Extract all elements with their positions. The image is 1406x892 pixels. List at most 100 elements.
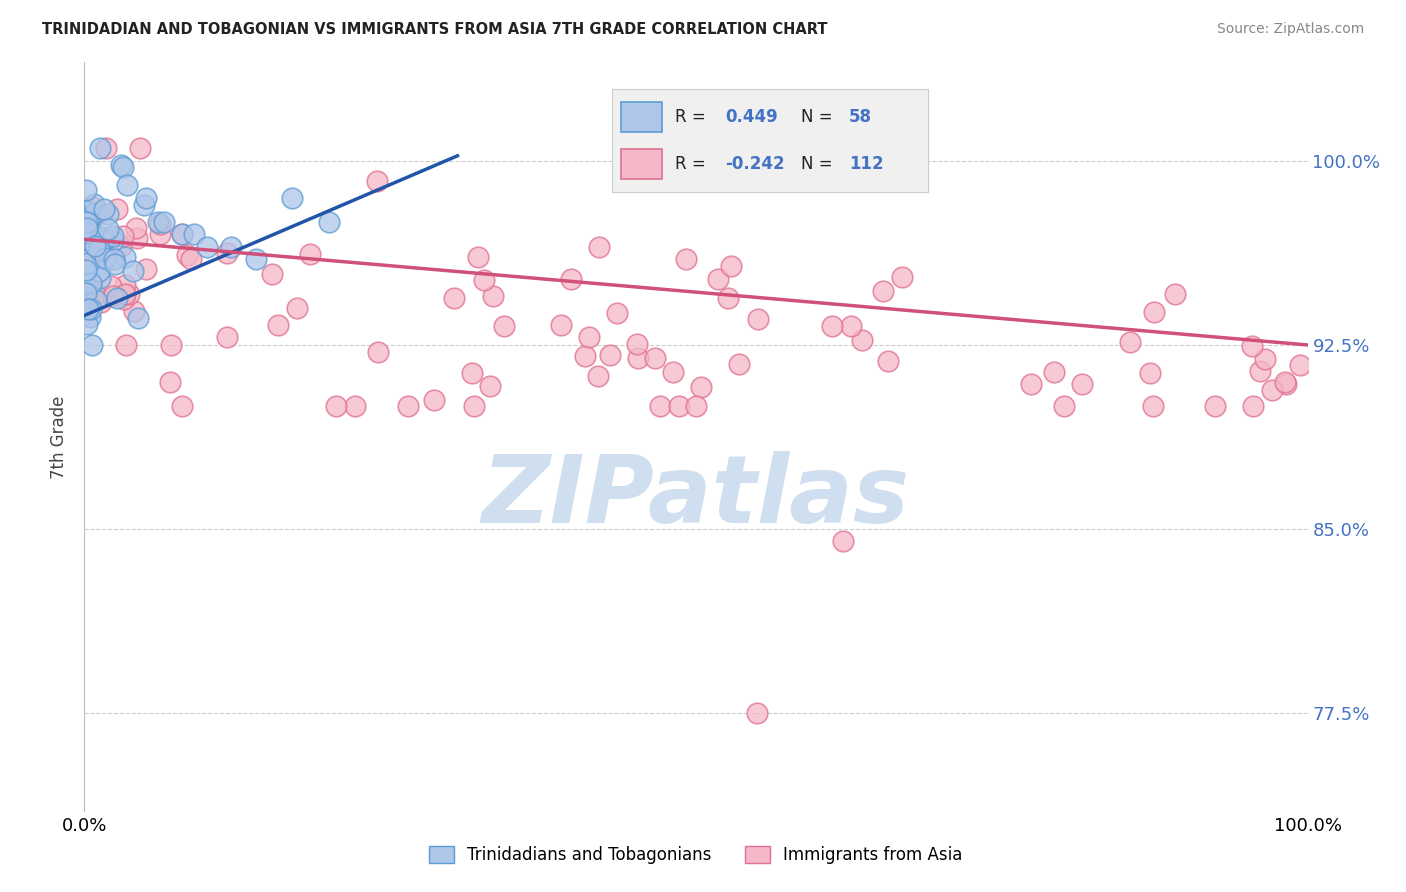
Point [367,344,389,359]
Point [170,227,193,242]
Point [75,277,97,292]
Text: 112: 112 [849,155,883,173]
Point [90,230,112,244]
Point [262,268,284,282]
Point [101,229,124,244]
Point [1249,364,1271,378]
Point [82,338,104,352]
Point [115,338,138,352]
Point [344,400,367,414]
Point [675,252,697,266]
Text: N =: N = [801,108,832,126]
Point [153,215,176,229]
Point [110,158,132,172]
Point [75,262,97,277]
Point [560,272,582,286]
Point [86,293,108,308]
Point [75,226,97,240]
Point [111,228,134,243]
Point [94,251,117,265]
Point [1274,375,1296,389]
Point [93,233,115,247]
Point [366,174,388,188]
Point [1253,352,1275,367]
Point [100,279,122,293]
Point [318,215,340,229]
Point [1071,377,1094,392]
Point [118,286,141,301]
Point [75,303,97,318]
Point [125,231,148,245]
Point [114,250,136,264]
Point [176,247,198,261]
Point [93,234,115,248]
Point [149,227,172,241]
Point [76,221,98,235]
Point [82,284,104,298]
Point [80,225,103,239]
Point [1142,400,1164,414]
Point [105,202,128,217]
Point [128,141,150,155]
Text: R =: R = [675,108,706,126]
Y-axis label: 7th Grade: 7th Grade [51,395,69,479]
Point [479,379,502,393]
Point [707,272,730,286]
Point [461,366,484,380]
Point [146,215,169,229]
Point [87,235,110,249]
Point [872,284,894,298]
Point [110,238,132,252]
Point [114,277,136,292]
Point [727,357,749,371]
Point [574,349,596,363]
Point [75,285,97,300]
Point [77,233,100,247]
Point [105,291,128,305]
Point [215,246,238,260]
Point [111,160,134,174]
Point [93,202,115,217]
Point [84,239,107,253]
Point [689,380,711,394]
Point [1043,365,1066,379]
Point [98,233,121,247]
Point [720,260,742,274]
Text: ZIPatlas: ZIPatlas [482,451,910,543]
Point [76,286,98,301]
Point [132,198,155,212]
Point [267,318,290,332]
Point [423,392,446,407]
Point [75,183,97,197]
Point [588,240,610,254]
Point [747,706,769,721]
Point [1241,400,1264,414]
Point [1053,400,1076,414]
Point [89,271,111,285]
Point [180,252,202,267]
Point [1261,383,1284,397]
Point [215,329,238,343]
Point [821,319,844,334]
Point [135,190,157,204]
Point [463,400,485,414]
Point [75,203,97,218]
Point [87,243,110,257]
Point [114,287,136,301]
Point [76,317,98,331]
Text: TRINIDADIAN AND TOBAGONIAN VS IMMIGRANTS FROM ASIA 7TH GRADE CORRELATION CHART: TRINIDADIAN AND TOBAGONIAN VS IMMIGRANTS… [42,22,828,37]
Point [76,215,98,229]
Point [550,318,572,332]
Bar [621,102,662,132]
Text: -0.242: -0.242 [725,155,785,173]
Point [80,276,103,290]
Point [219,240,242,254]
Point [149,217,172,231]
Point [245,252,267,266]
Point [125,220,148,235]
Point [104,257,127,271]
Point [77,239,100,253]
Point [685,400,707,414]
Point [90,295,112,310]
Point [89,141,111,155]
